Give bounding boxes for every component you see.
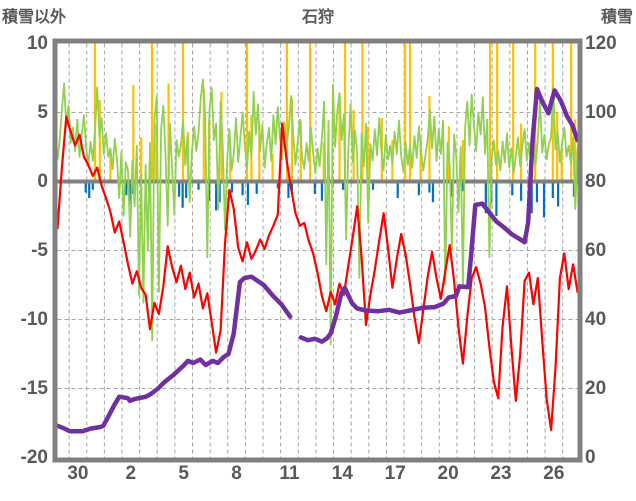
left-axis-tick: -5 [31, 239, 48, 261]
x-axis-tick: 11 [279, 463, 300, 484]
right-axis-tick: 40 [585, 308, 607, 330]
left-axis-tick: -20 [20, 446, 48, 468]
x-axis-tick: 17 [384, 463, 406, 484]
x-axis-tick: 20 [437, 463, 459, 484]
x-axis-tick: 30 [67, 463, 89, 484]
right-axis-title: 積雪 [600, 9, 633, 26]
right-axis-tick: 60 [585, 239, 607, 261]
left-axis-tick: 5 [37, 101, 48, 123]
left-axis-tick: -15 [20, 377, 48, 399]
x-axis-tick: 23 [490, 463, 512, 484]
left-axis-tick: -10 [20, 308, 48, 330]
x-axis-tick: 26 [543, 463, 565, 484]
x-axis-tick: 8 [231, 463, 242, 484]
x-axis-tick: 14 [331, 463, 353, 484]
right-axis-tick: 100 [585, 101, 617, 123]
x-axis-tick: 2 [125, 463, 137, 484]
left-axis-tick: 10 [26, 32, 48, 54]
right-axis-tick: 120 [585, 32, 617, 54]
right-axis-tick: 0 [585, 446, 596, 468]
right-axis-tick: 80 [585, 170, 607, 192]
right-axis-tick: 20 [585, 377, 607, 399]
left-axis-tick: 0 [37, 170, 48, 192]
chart-title: 石狩 [301, 9, 334, 26]
x-axis-tick: 5 [178, 463, 189, 484]
left-axis-title: 積雪以外 [2, 9, 67, 26]
